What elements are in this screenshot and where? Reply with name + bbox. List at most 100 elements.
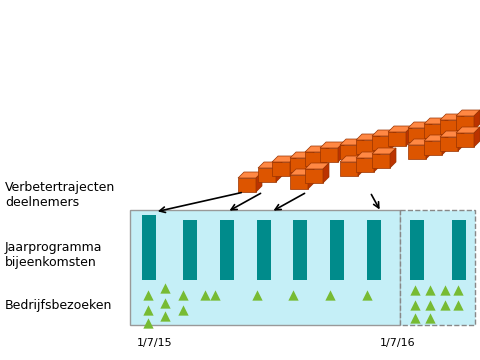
Polygon shape — [426, 122, 432, 142]
Polygon shape — [356, 158, 374, 172]
Bar — [130, 210, 400, 325]
Point — [454, 302, 462, 308]
Polygon shape — [440, 137, 458, 151]
Polygon shape — [440, 131, 464, 137]
Polygon shape — [356, 134, 380, 140]
Point — [441, 287, 449, 293]
Polygon shape — [458, 114, 464, 134]
Polygon shape — [308, 152, 314, 172]
Polygon shape — [388, 132, 406, 146]
Polygon shape — [356, 140, 374, 154]
Point — [211, 292, 219, 298]
Polygon shape — [390, 130, 396, 150]
Point — [426, 287, 434, 293]
Polygon shape — [320, 148, 338, 162]
Bar — [220, 220, 234, 280]
Polygon shape — [440, 114, 464, 120]
Polygon shape — [456, 133, 474, 147]
Polygon shape — [272, 156, 296, 162]
Point — [426, 315, 434, 321]
Point — [454, 287, 462, 293]
Point — [144, 307, 152, 313]
Point — [363, 292, 371, 298]
Bar — [400, 210, 475, 325]
Polygon shape — [290, 169, 314, 175]
Text: 1/7/16: 1/7/16 — [380, 338, 416, 348]
Polygon shape — [474, 127, 480, 147]
Polygon shape — [340, 156, 364, 162]
Polygon shape — [290, 158, 308, 172]
Polygon shape — [308, 169, 314, 189]
Bar — [330, 220, 344, 280]
Polygon shape — [374, 134, 380, 154]
Polygon shape — [340, 139, 364, 145]
Bar — [367, 220, 381, 280]
Polygon shape — [272, 162, 290, 176]
Point — [161, 313, 169, 319]
Bar — [293, 220, 307, 280]
Text: Verbetertrajecten
deelnemers: Verbetertrajecten deelnemers — [5, 181, 115, 209]
Polygon shape — [408, 122, 432, 128]
Polygon shape — [340, 145, 358, 159]
Polygon shape — [372, 148, 396, 154]
Polygon shape — [372, 130, 396, 136]
Polygon shape — [305, 146, 329, 152]
Polygon shape — [358, 156, 364, 176]
Bar — [452, 220, 466, 280]
Polygon shape — [374, 152, 380, 172]
Point — [441, 302, 449, 308]
Polygon shape — [320, 142, 344, 148]
Polygon shape — [290, 152, 314, 158]
Polygon shape — [258, 162, 282, 168]
Point — [253, 292, 261, 298]
Polygon shape — [238, 172, 262, 178]
Polygon shape — [474, 110, 480, 130]
Polygon shape — [305, 169, 323, 183]
Text: Bedrijfsbezoeken: Bedrijfsbezoeken — [5, 298, 112, 311]
Bar — [142, 215, 156, 280]
Polygon shape — [424, 118, 448, 124]
Polygon shape — [372, 154, 390, 168]
Point — [426, 302, 434, 308]
Polygon shape — [408, 128, 426, 142]
Polygon shape — [372, 136, 390, 150]
Polygon shape — [323, 163, 329, 183]
Point — [179, 307, 187, 313]
Polygon shape — [276, 162, 282, 182]
Bar — [183, 220, 197, 280]
Point — [161, 285, 169, 291]
Polygon shape — [458, 131, 464, 151]
Polygon shape — [358, 139, 364, 159]
Polygon shape — [238, 178, 256, 192]
Polygon shape — [338, 142, 344, 162]
Point — [326, 292, 334, 298]
Polygon shape — [424, 141, 442, 155]
Polygon shape — [440, 120, 458, 134]
Point — [411, 302, 419, 308]
Point — [144, 320, 152, 326]
Polygon shape — [390, 148, 396, 168]
Bar — [257, 220, 271, 280]
Point — [144, 292, 152, 298]
Polygon shape — [258, 168, 276, 182]
Polygon shape — [290, 156, 296, 176]
Point — [289, 292, 297, 298]
Polygon shape — [305, 163, 329, 169]
Polygon shape — [406, 126, 412, 146]
Polygon shape — [456, 110, 480, 116]
Polygon shape — [442, 135, 448, 155]
Polygon shape — [424, 124, 442, 138]
Point — [161, 300, 169, 306]
Polygon shape — [442, 118, 448, 138]
Point — [411, 315, 419, 321]
Polygon shape — [424, 135, 448, 141]
Polygon shape — [256, 172, 262, 192]
Polygon shape — [356, 152, 380, 158]
Polygon shape — [340, 162, 358, 176]
Polygon shape — [456, 127, 480, 133]
Text: Jaarprogramma
bijeenkomsten: Jaarprogramma bijeenkomsten — [5, 241, 103, 269]
Point — [411, 287, 419, 293]
Polygon shape — [323, 146, 329, 166]
Point — [201, 292, 209, 298]
Text: 1/7/15: 1/7/15 — [137, 338, 173, 348]
